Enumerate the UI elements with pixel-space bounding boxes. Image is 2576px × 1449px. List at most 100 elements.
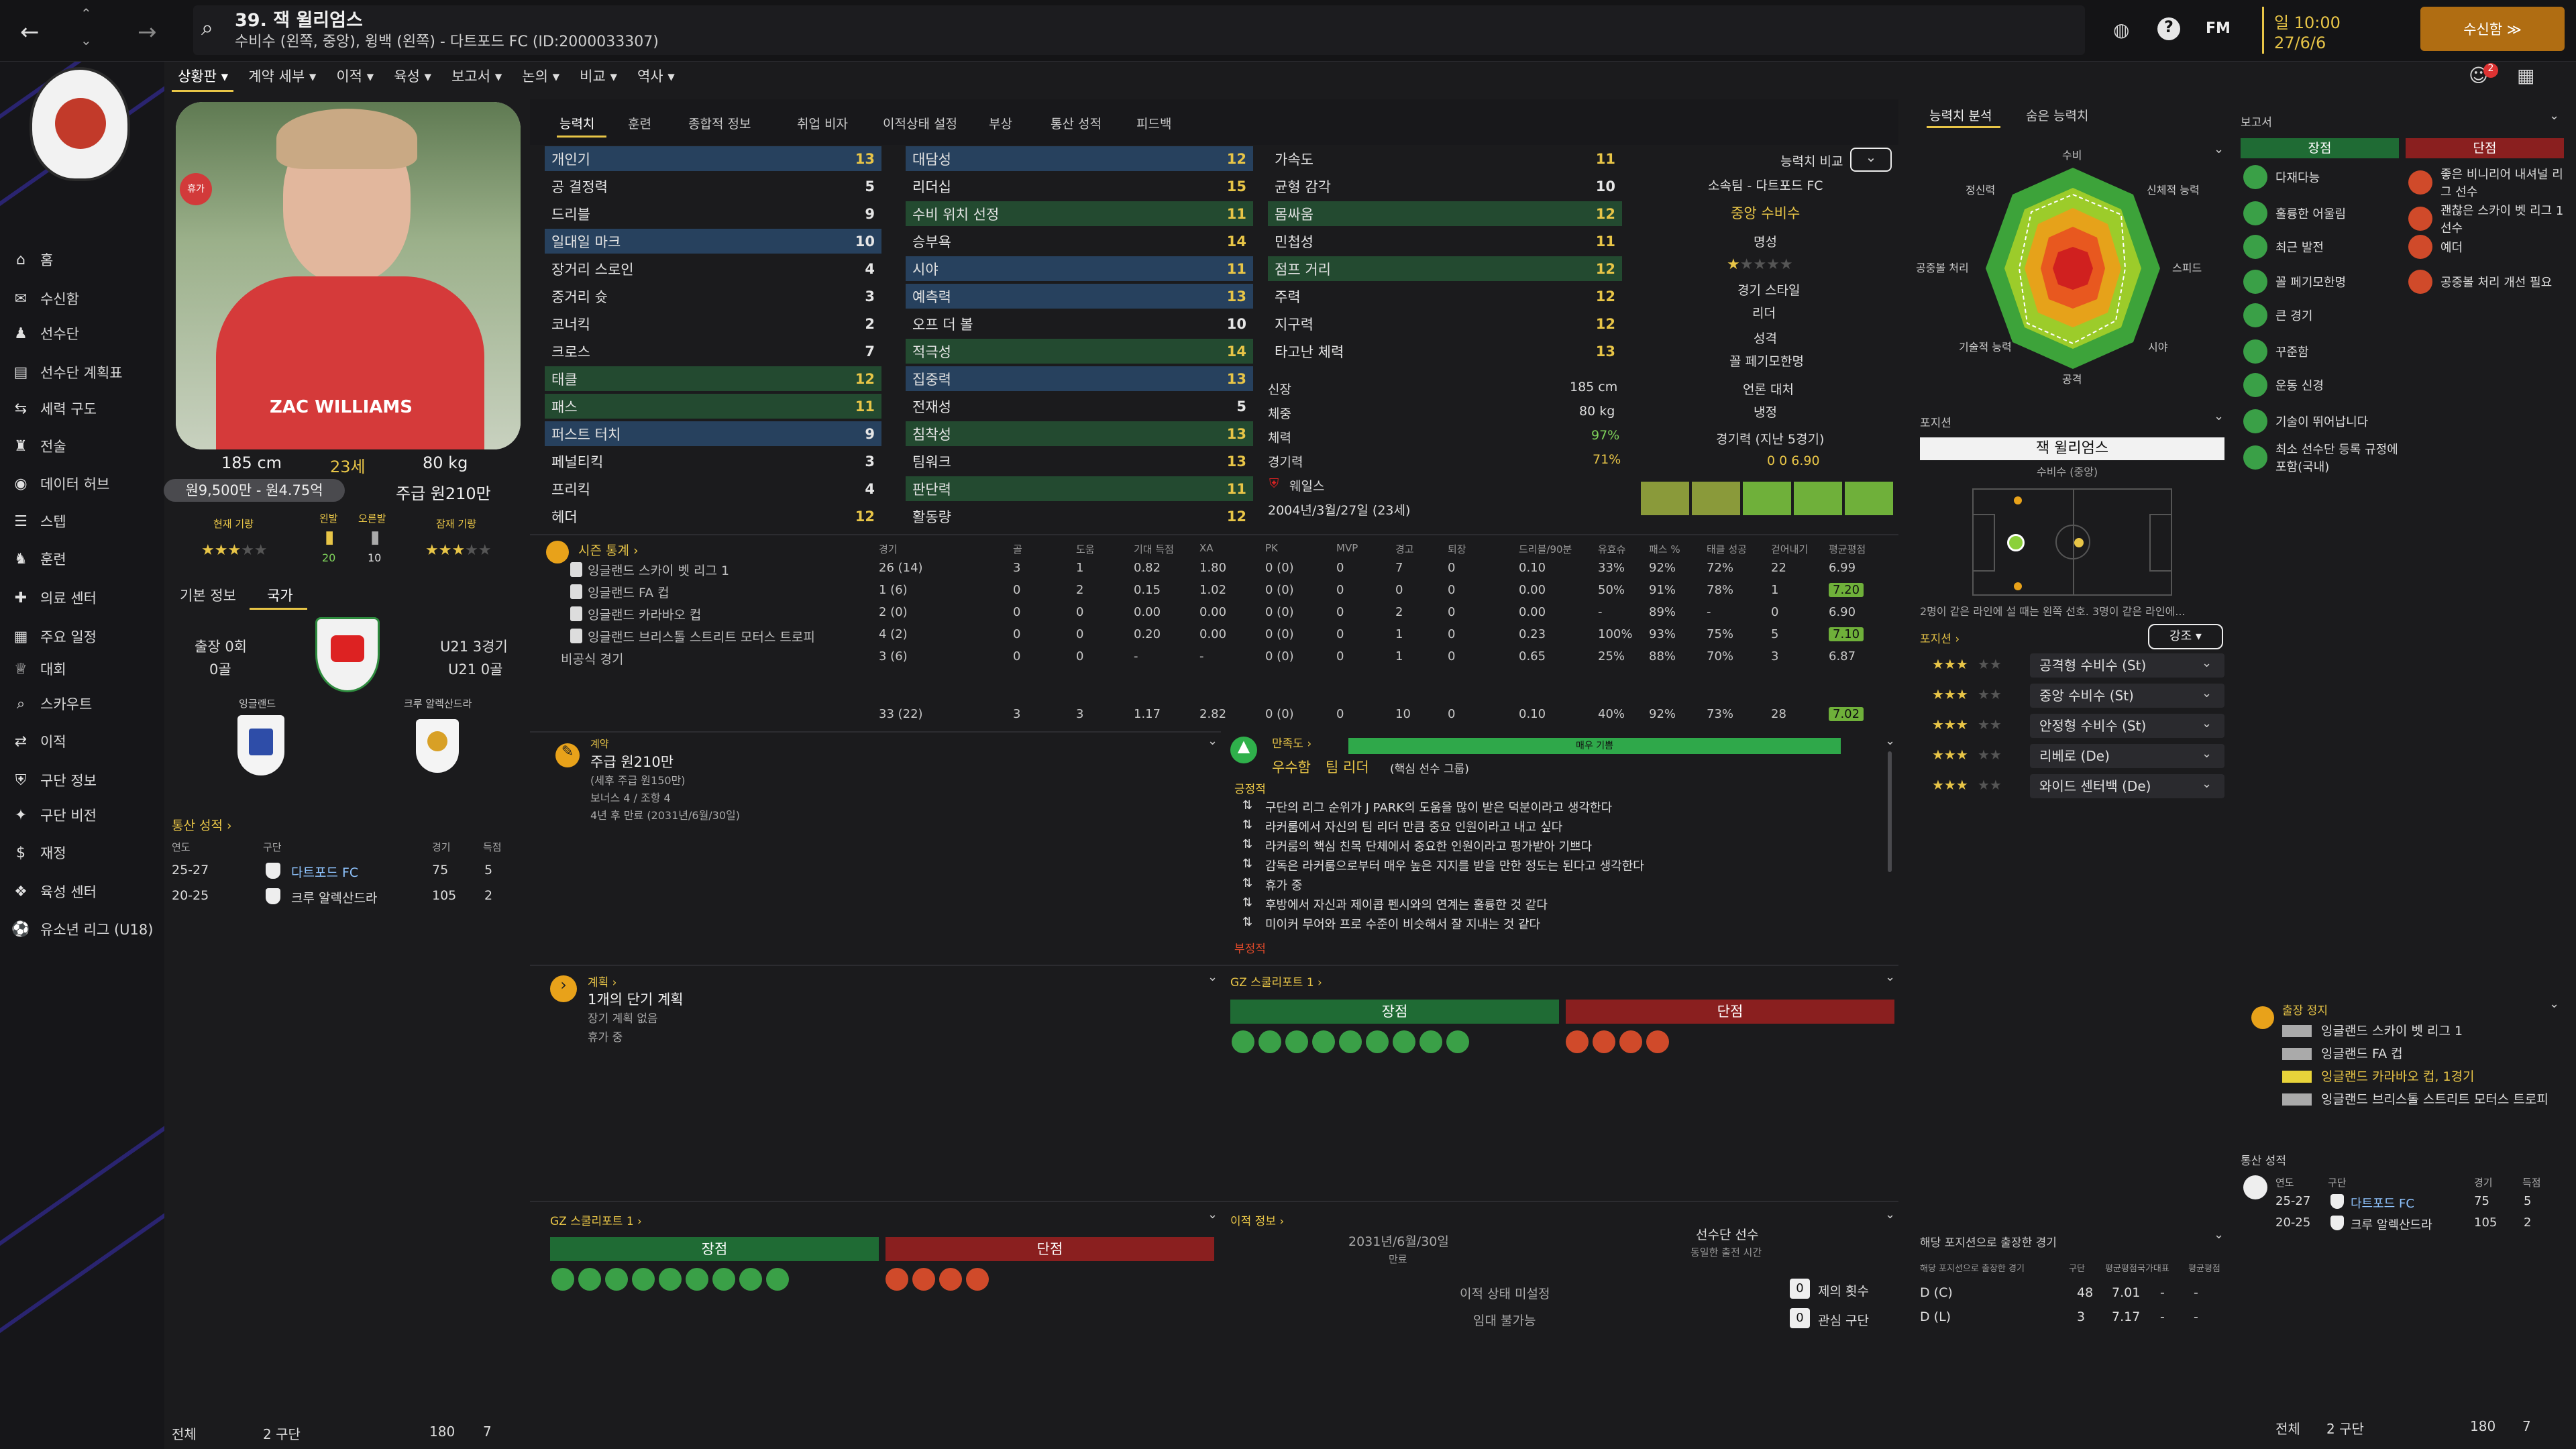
attribute-row[interactable]: 페널티킥 3 [545, 449, 881, 474]
attribute-row[interactable]: 전재성 5 [906, 394, 1253, 419]
sidebar-item-14[interactable]: ⛨ 구단 정보 [0, 763, 164, 797]
fm-logo[interactable]: FM [2206, 20, 2231, 37]
attribute-row[interactable]: 장거리 스로인 4 [545, 256, 881, 281]
attribute-row[interactable]: 적극성 14 [906, 339, 1253, 364]
sidebar-item-11[interactable]: ♕ 대회 [0, 652, 164, 686]
attribute-row[interactable]: 공 결정력 5 [545, 174, 881, 199]
tab-attr-7[interactable]: 피드백 [1136, 117, 1172, 131]
career-title[interactable]: 통산 성적 › [172, 818, 232, 833]
career2-club[interactable]: 크루 알렉산드라 [2351, 1218, 2432, 1232]
transfer-chevron-icon[interactable]: ⌄ [1885, 1208, 1896, 1222]
role-dropdown[interactable]: 안정형 수비수 (St) [2030, 714, 2224, 738]
sidebar-item-18[interactable]: ⚽ 유소년 리그 (U18) [0, 912, 164, 946]
up-icon[interactable]: ⌃ [80, 5, 92, 21]
forward-icon[interactable]: → [138, 19, 157, 46]
happiness-title[interactable]: 만족도 › [1272, 737, 1312, 751]
attribute-row[interactable]: 집중력 13 [906, 366, 1253, 391]
sidebar-item-2[interactable]: ♟ 선수단 [0, 317, 164, 350]
tab-basic-info[interactable]: 기본 정보 [180, 588, 236, 604]
attribute-row[interactable]: 퍼스트 터치 9 [545, 421, 881, 446]
chevron-down-icon[interactable]: ⌄ [2202, 686, 2212, 700]
season-competition[interactable]: 비공식 경기 [561, 652, 624, 667]
tab-attr-3[interactable]: 취업 비자 [797, 117, 848, 131]
plans-title[interactable]: 계획 › [588, 976, 617, 989]
sidebar-item-4[interactable]: ⇆ 세력 구도 [0, 392, 164, 425]
attribute-row[interactable]: 몸싸움 12 [1268, 201, 1622, 226]
gz2-title[interactable]: GZ 스쿨리포트 1 › [550, 1215, 642, 1228]
happiness-chevron-icon[interactable]: ⌄ [1885, 734, 1896, 748]
attribute-row[interactable]: 민첩성 11 [1268, 229, 1622, 254]
attribute-row[interactable]: 프리킥 4 [545, 476, 881, 501]
attribute-row[interactable]: 승부욕 14 [906, 229, 1253, 254]
crewe-badge[interactable] [416, 719, 459, 773]
search-bar[interactable] [193, 5, 2085, 55]
attribute-row[interactable]: 태클 12 [545, 366, 881, 391]
tab-reports[interactable]: 보고서 ▾ [451, 68, 502, 85]
season-competition[interactable]: 잉글랜드 스카이 벳 리그 1 [588, 564, 730, 578]
tab-attr-4[interactable]: 이적상태 설정 [883, 117, 957, 131]
played-chevron-icon[interactable]: ⌄ [2214, 1228, 2224, 1242]
chevron-down-icon[interactable]: ⌄ [2202, 656, 2212, 670]
plans-chevron-icon[interactable]: ⌄ [1208, 970, 1218, 984]
contract-title[interactable]: 계약 [590, 738, 609, 750]
england-badge[interactable] [237, 715, 284, 775]
sidebar-item-6[interactable]: ◉ 데이터 허브 [0, 467, 164, 500]
tab-overview[interactable]: 상황판 ▾ [178, 68, 229, 85]
role-dropdown[interactable]: 와이드 센터백 (De) [2030, 774, 2224, 798]
sidebar-item-10[interactable]: ▦ 주요 일정 [0, 620, 164, 653]
tab-attr-1[interactable]: 훈련 [628, 117, 651, 131]
attribute-row[interactable]: 지구력 12 [1268, 311, 1622, 336]
tab-attr-6[interactable]: 통산 성적 [1051, 117, 1102, 131]
sidebar-item-5[interactable]: ♜ 전술 [0, 429, 164, 463]
position-chevron-icon[interactable]: ⌄ [2214, 409, 2224, 423]
attribute-row[interactable]: 침착성 13 [906, 421, 1253, 446]
gz1-title[interactable]: GZ 스쿨리포트 1 › [1230, 976, 1322, 989]
tab-attr-analysis[interactable]: 능력치 분석 [1929, 109, 1992, 123]
suspension-chevron-icon[interactable]: ⌄ [2549, 997, 2560, 1011]
tab-hidden-attrs[interactable]: 숨은 능력치 [2026, 109, 2089, 123]
club-crest[interactable] [30, 67, 130, 181]
happiness-scrollbar[interactable] [1888, 751, 1892, 872]
tab-history[interactable]: 역사 ▾ [637, 68, 675, 85]
season-stats-title[interactable]: 시즌 통계 › [578, 543, 639, 558]
attribute-row[interactable]: 예측력 13 [906, 284, 1253, 309]
analysis-chevron-icon[interactable]: ⌄ [2214, 142, 2224, 156]
season-competition[interactable]: 잉글랜드 카라바오 컵 [588, 608, 702, 623]
suspension-title[interactable]: 출장 정지 [2282, 1004, 2328, 1018]
sidebar-item-3[interactable]: ▤ 선수단 계획표 [0, 356, 164, 389]
down-icon[interactable]: ⌄ [80, 32, 92, 48]
attribute-row[interactable]: 리더십 15 [906, 174, 1253, 199]
tab-compare[interactable]: 비교 ▾ [580, 68, 617, 85]
roles-label[interactable]: 포지션 › [1920, 633, 1960, 646]
attribute-row[interactable]: 활동량 12 [906, 504, 1253, 529]
sidebar-item-13[interactable]: ⇄ 이적 [0, 724, 164, 758]
chevron-down-icon[interactable]: ⌄ [2202, 716, 2212, 731]
tab-attr-5[interactable]: 부상 [989, 117, 1012, 131]
tab-nation[interactable]: 국가 [267, 588, 293, 604]
role-dropdown[interactable]: 공격형 수비수 (St) [2030, 653, 2224, 678]
sidebar-item-7[interactable]: ☰ 스텝 [0, 504, 164, 538]
season-competition[interactable]: 잉글랜드 FA 컵 [588, 586, 669, 600]
tab-contract[interactable]: 계약 세부 ▾ [248, 68, 317, 85]
attribute-row[interactable]: 드리블 9 [545, 201, 881, 226]
report-chevron-icon[interactable]: ⌄ [2549, 109, 2560, 123]
attribute-row[interactable]: 패스 11 [545, 394, 881, 419]
attribute-row[interactable]: 시야 11 [906, 256, 1253, 281]
globe-icon[interactable]: ◍ [2113, 19, 2130, 41]
attribute-row[interactable]: 타고난 체력 13 [1268, 339, 1622, 364]
gz1-chevron-icon[interactable]: ⌄ [1885, 970, 1896, 984]
continue-button[interactable]: 수신함 ≫ [2420, 7, 2565, 51]
sidebar-item-15[interactable]: ✦ 구단 비전 [0, 798, 164, 832]
attribute-row[interactable]: 코너킥 2 [545, 311, 881, 336]
chevron-down-icon[interactable]: ⌄ [2202, 777, 2212, 791]
tab-transfer[interactable]: 이적 ▾ [336, 68, 374, 85]
tab-attr-2[interactable]: 종합적 정보 [688, 117, 751, 131]
attribute-row[interactable]: 주력 12 [1268, 284, 1622, 309]
attribute-row[interactable]: 판단력 11 [906, 476, 1253, 501]
attribute-row[interactable]: 균형 감각 10 [1268, 174, 1622, 199]
gz2-chevron-icon[interactable]: ⌄ [1208, 1208, 1218, 1222]
sidebar-item-0[interactable]: ⌂ 홈 [0, 243, 164, 276]
chevron-down-icon[interactable]: ⌄ [2202, 747, 2212, 761]
sidebar-item-16[interactable]: $ 재정 [0, 836, 164, 869]
career-club[interactable]: 크루 알렉산드라 [291, 891, 378, 906]
